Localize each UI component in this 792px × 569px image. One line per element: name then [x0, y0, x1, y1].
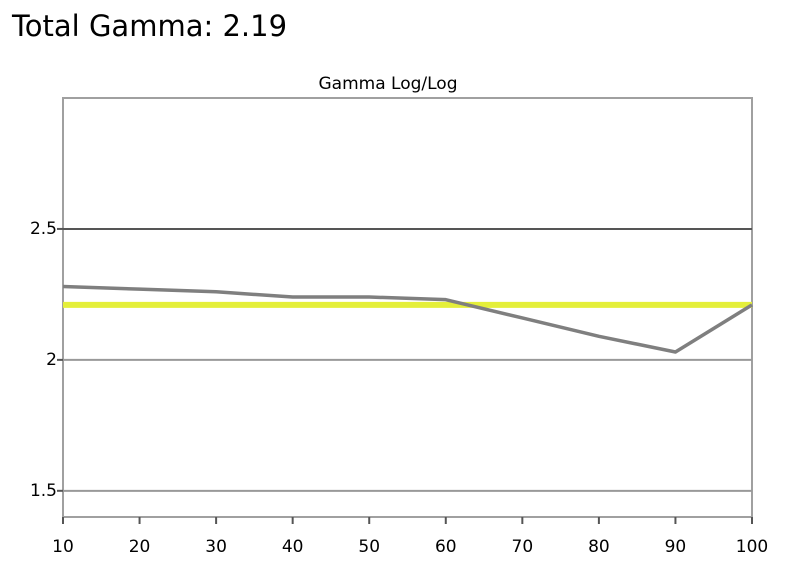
x-tick-label: 30 — [205, 537, 227, 557]
x-tick-label: 60 — [435, 537, 457, 557]
y-tick-label: 2.5 — [30, 219, 57, 239]
y-tick-label: 1.5 — [30, 481, 57, 501]
x-tick-label: 40 — [282, 537, 304, 557]
x-tick-label: 70 — [512, 537, 534, 557]
x-tick-label: 90 — [665, 537, 687, 557]
y-tick-label: 2 — [46, 350, 57, 370]
x-tick-label: 80 — [588, 537, 610, 557]
series-line — [62, 284, 753, 354]
x-tick-label: 10 — [52, 537, 74, 557]
x-tick-label: 50 — [358, 537, 380, 557]
chart-title: Gamma Log/Log — [319, 74, 458, 94]
page-heading: Total Gamma: 2.19 — [11, 9, 287, 43]
x-tick-label: 100 — [736, 537, 768, 557]
x-tick-label: 20 — [129, 537, 151, 557]
